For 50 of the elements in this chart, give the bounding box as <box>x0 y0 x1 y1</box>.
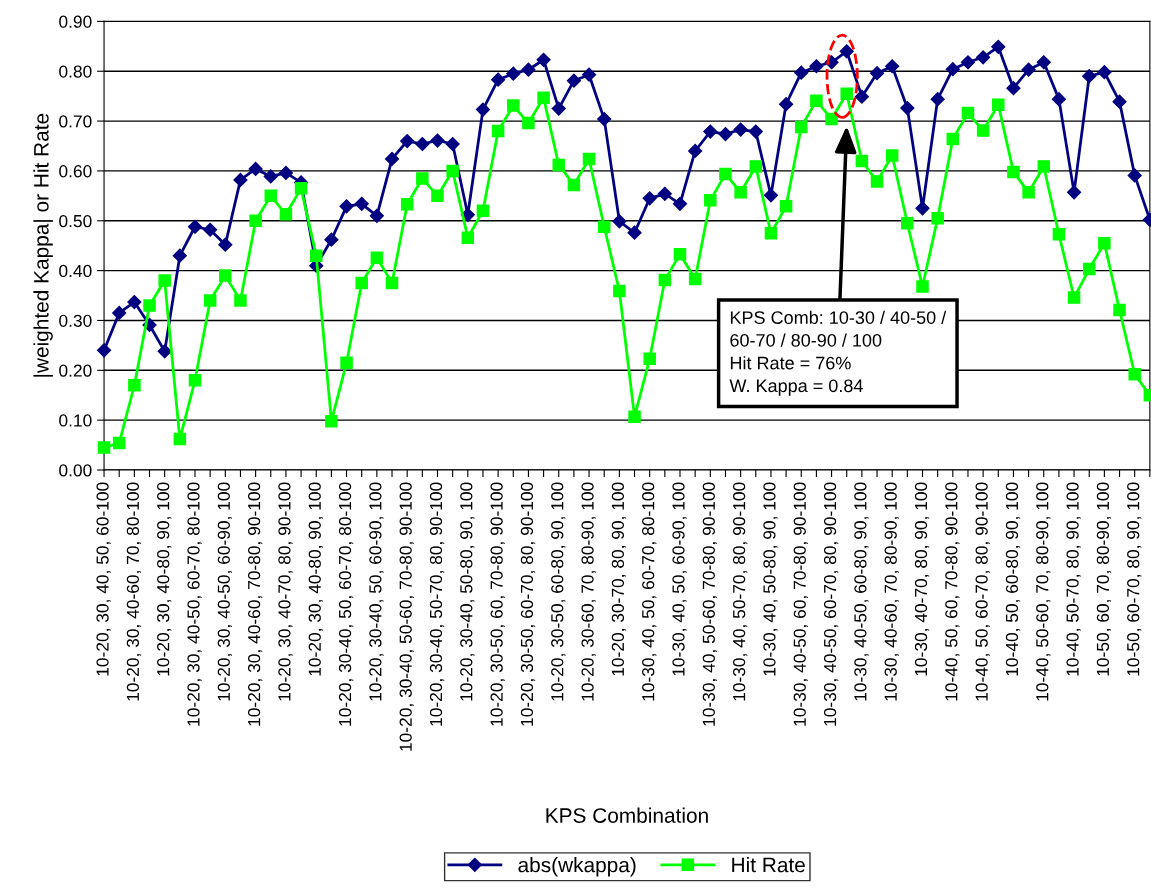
y-tick-label: 0.50 <box>59 214 92 228</box>
x-tick-label: 10-20, 30-50, 60-80, 90, 100 <box>551 482 566 701</box>
x-tick-label: 10-20, 30, 40-80, 90, 100 <box>157 482 172 676</box>
y-tick-label: 0.60 <box>59 165 92 178</box>
y-axis-title: |weighted Kappa| or Hit Rate <box>33 113 53 377</box>
x-tick-label: 10-50, 60-70, 80, 90, 100 <box>1127 482 1142 676</box>
y-tick-label: 0.30 <box>59 314 92 327</box>
x-tick-label: 10-30, 40-70, 80, 90, 100 <box>914 482 930 676</box>
x-tick-label: 10-30, 40, 50-60, 70-80, 90-100 <box>702 482 718 726</box>
x-tick-label: 10-30, 40-50, 60-80, 90, 100 <box>854 482 869 701</box>
x-tick-label: 10-20, 30-50, 60-70, 80, 90-100 <box>520 482 536 726</box>
x-tick-label: 10-20, 30, 40-80, 90, 100 <box>308 482 323 676</box>
y-tick-label: 0.90 <box>59 15 92 28</box>
x-tick-label: 10-20, 30-70, 80, 90, 100 <box>611 482 627 676</box>
y-tick-label: 0.20 <box>59 364 92 377</box>
x-tick-label: 10-30, 40-50, 60, 70-80, 90-100 <box>793 482 808 726</box>
x-tick-label: 10-30, 40-60, 70, 80-90, 100 <box>884 482 899 701</box>
x-tick-label: 10-20, 30-60, 70, 80-90, 100 <box>581 482 596 701</box>
legend-label: abs(wkappa) <box>518 857 636 877</box>
x-tick-label: 10-30, 40, 50, 60-70, 80-100 <box>642 482 657 701</box>
x-tick-label: 10-40, 50-60, 70, 80-90, 100 <box>1036 482 1051 701</box>
x-tick-label: 10-20, 30, 40-70, 80, 90-100 <box>278 482 293 701</box>
x-tick-label: 10-40, 50, 60-70, 80, 90-100 <box>975 482 990 701</box>
y-tick-label: 0.70 <box>59 115 92 128</box>
x-tick-label: 10-20, 30, 40-60, 70-80, 90-100 <box>247 482 263 726</box>
x-axis-title: KPS Combination <box>546 807 708 823</box>
x-tick-label: 10-30, 40, 50-80, 90, 100 <box>763 482 778 676</box>
x-tick-label: 10-20, 30, 40, 50, 60-100 <box>96 482 111 676</box>
x-tick-label: 10-20, 30, 40-60, 70, 80-100 <box>126 482 142 701</box>
x-tick-label: 10-20, 30, 40-50, 60-70, 80-100 <box>187 482 202 726</box>
x-tick-label: 10-20, 30-40, 50-80, 90, 100 <box>460 482 475 701</box>
x-tick-label: 10-40, 50-70, 80, 90, 100 <box>1066 482 1081 676</box>
x-tick-label: 10-50, 60, 70, 80-90, 100 <box>1096 482 1112 676</box>
legend-label: Hit Rate <box>732 857 805 873</box>
x-tick-label: 10-30, 40, 50, 60-90, 100 <box>672 482 687 676</box>
x-tick-label: 10-20, 30-40, 50, 60-90, 100 <box>369 482 384 701</box>
y-tick-label: 0.40 <box>59 264 92 278</box>
y-tick-label: 0.00 <box>59 464 92 477</box>
x-tick-label: 10-40, 50, 60-80, 90, 100 <box>1005 482 1021 676</box>
annotation: KPS Comb: 10-30 / 40-50 / 60-70 / 80-90 / 100 Hit Rate = 76% W. Kappa = 0.84 <box>729 310 947 396</box>
x-tick-label: 10-20, 30-40, 50-70, 80, 90-100 <box>429 482 445 726</box>
x-tick-label: 10-20, 30-50, 60, 70-80, 90-100 <box>490 482 505 726</box>
x-tick-label: 10-40, 50, 60, 70-80, 90-100 <box>945 482 960 701</box>
x-tick-label: 10-20, 30-40, 50, 60-70, 80-100 <box>338 482 354 726</box>
y-tick-label: 0.10 <box>59 414 92 427</box>
y-tick-label: 0.80 <box>59 65 92 78</box>
x-tick-label: 10-30, 40, 50-70, 80, 90-100 <box>732 482 748 701</box>
x-tick-label: 10-20, 30-40, 50-60, 70-80, 90-100 <box>399 482 414 751</box>
x-tick-label: 10-20, 30, 40-50, 60-90, 100 <box>217 482 233 701</box>
x-tick-label: 10-30, 40-50, 60-70, 80, 90-100 <box>823 482 839 726</box>
